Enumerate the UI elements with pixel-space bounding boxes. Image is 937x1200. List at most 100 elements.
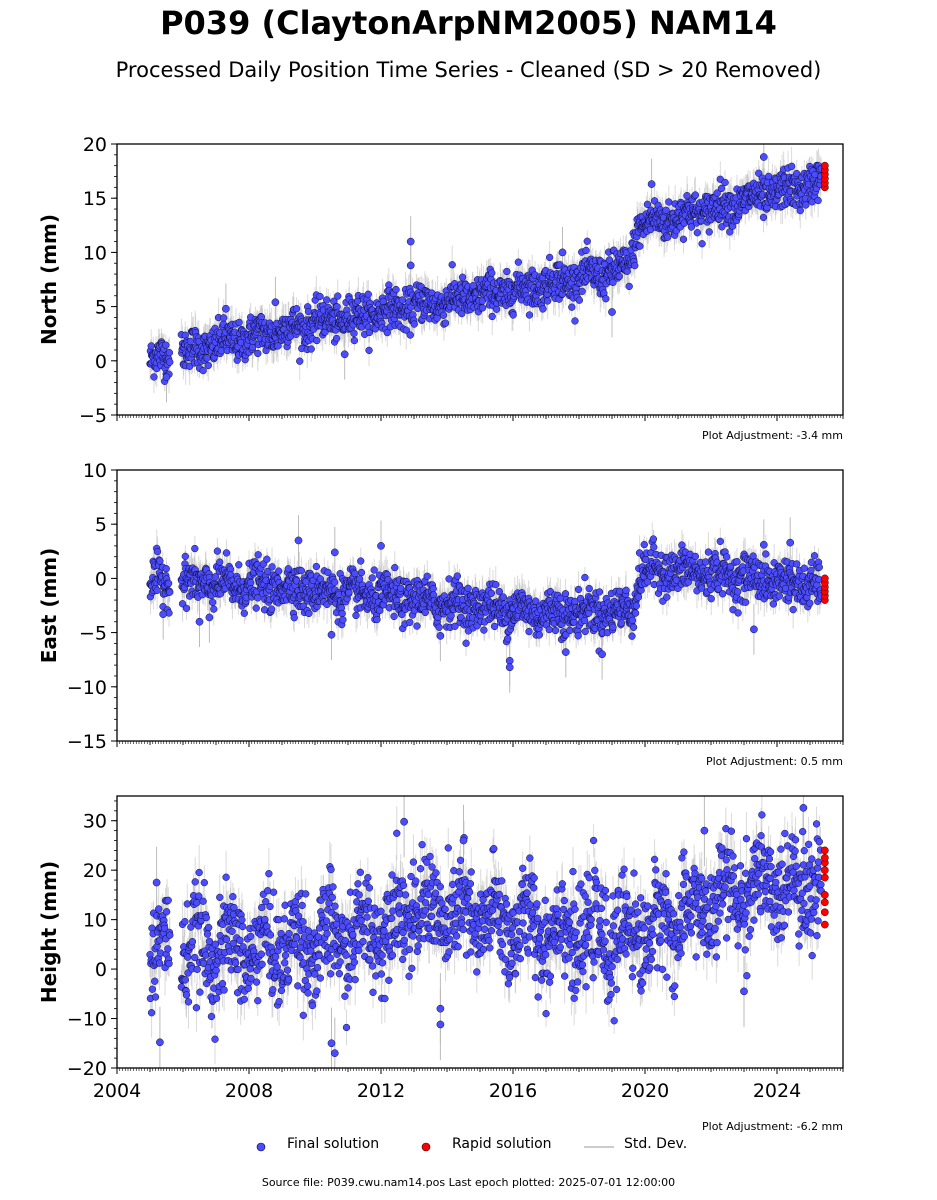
final-point xyxy=(220,314,228,322)
final-point-outlier xyxy=(647,180,656,188)
final-point xyxy=(602,295,610,303)
final-point xyxy=(316,292,324,301)
final-point xyxy=(313,336,321,345)
final-point xyxy=(544,297,552,305)
final-point xyxy=(713,189,721,197)
y-tick-label: −5 xyxy=(79,405,107,427)
final-point xyxy=(693,229,701,237)
figure-subtitle: Processed Daily Position Time Series - C… xyxy=(115,58,822,82)
final-point xyxy=(398,296,406,304)
final-point xyxy=(204,361,212,370)
final-point-outlier xyxy=(406,261,415,270)
final-point xyxy=(186,337,195,346)
final-point xyxy=(721,178,729,187)
final-point xyxy=(582,246,590,255)
x-axis-north xyxy=(116,415,844,421)
std-dev-bars-north xyxy=(149,144,822,403)
final-point xyxy=(793,169,801,178)
final-point xyxy=(364,290,372,298)
y-tick-label: 5 xyxy=(95,297,107,319)
final-point xyxy=(605,256,614,264)
panel-north: −5 0 5 10 15 20 North (mm) Plot Adjustment: -3.… xyxy=(37,134,844,442)
final-point xyxy=(166,358,174,366)
final-point xyxy=(525,311,534,319)
y-tick-label: 0 xyxy=(95,351,107,373)
final-point xyxy=(509,311,517,319)
final-point xyxy=(787,162,796,170)
final-point xyxy=(488,269,496,277)
final-point xyxy=(274,342,282,350)
final-point xyxy=(643,200,652,208)
final-point xyxy=(679,235,688,243)
final-point xyxy=(333,303,341,311)
final-point xyxy=(439,311,448,319)
rapid-points-north xyxy=(821,161,829,192)
final-point xyxy=(759,213,768,222)
final-point xyxy=(625,282,633,291)
final-point xyxy=(448,261,456,269)
final-point xyxy=(332,334,341,343)
final-point xyxy=(631,261,639,270)
final-point-outlier xyxy=(608,308,616,316)
final-point xyxy=(571,317,579,325)
y-tick-label: 20 xyxy=(83,134,107,156)
final-point xyxy=(199,366,207,375)
final-point xyxy=(663,233,672,241)
final-point xyxy=(334,292,342,300)
y-axis-label-north: North (mm) xyxy=(37,214,61,345)
final-points-north xyxy=(146,153,825,385)
rapid-point xyxy=(821,161,829,170)
final-point xyxy=(545,253,554,262)
final-point xyxy=(578,287,586,296)
final-point xyxy=(705,228,713,236)
final-point xyxy=(307,345,315,353)
final-point xyxy=(410,320,418,328)
final-point xyxy=(691,191,700,199)
final-point xyxy=(441,319,450,327)
final-point xyxy=(488,312,496,321)
figure-title: P039 (ClaytonArpNM2005) NAM14 xyxy=(160,4,777,42)
final-point xyxy=(350,336,359,345)
final-point xyxy=(165,349,174,357)
final-point-outlier xyxy=(759,153,768,161)
final-point xyxy=(665,198,673,206)
y-tick-label: 15 xyxy=(83,188,107,210)
final-point xyxy=(383,328,391,337)
final-point xyxy=(568,303,576,311)
final-point xyxy=(583,237,591,245)
final-point xyxy=(406,331,414,339)
final-point-outlier xyxy=(406,237,415,246)
final-point xyxy=(254,349,262,358)
final-point xyxy=(615,272,623,281)
final-point xyxy=(162,341,170,349)
final-point-outlier xyxy=(222,304,230,313)
final-point xyxy=(802,201,810,209)
final-point xyxy=(514,258,522,266)
final-point xyxy=(575,296,583,304)
final-point xyxy=(609,278,617,287)
plot-area-north xyxy=(146,144,829,403)
final-point xyxy=(365,346,373,355)
final-point xyxy=(350,329,358,337)
final-point-outlier xyxy=(162,373,171,381)
final-point xyxy=(292,305,301,313)
final-point xyxy=(796,206,804,215)
y-tick-label: 10 xyxy=(83,242,107,264)
final-point xyxy=(717,184,726,193)
final-point xyxy=(755,169,763,177)
final-point xyxy=(323,296,331,304)
final-point xyxy=(235,318,243,327)
final-point xyxy=(203,354,211,362)
y-axis-north: −5 0 5 10 15 20 xyxy=(79,134,117,427)
final-point xyxy=(365,328,374,337)
final-point xyxy=(492,305,501,313)
final-point xyxy=(698,240,706,248)
final-point xyxy=(304,307,313,316)
final-point-outlier xyxy=(340,350,349,359)
final-point xyxy=(539,305,547,313)
final-point xyxy=(503,267,511,276)
final-point xyxy=(296,357,304,365)
final-point-outlier xyxy=(558,248,567,257)
